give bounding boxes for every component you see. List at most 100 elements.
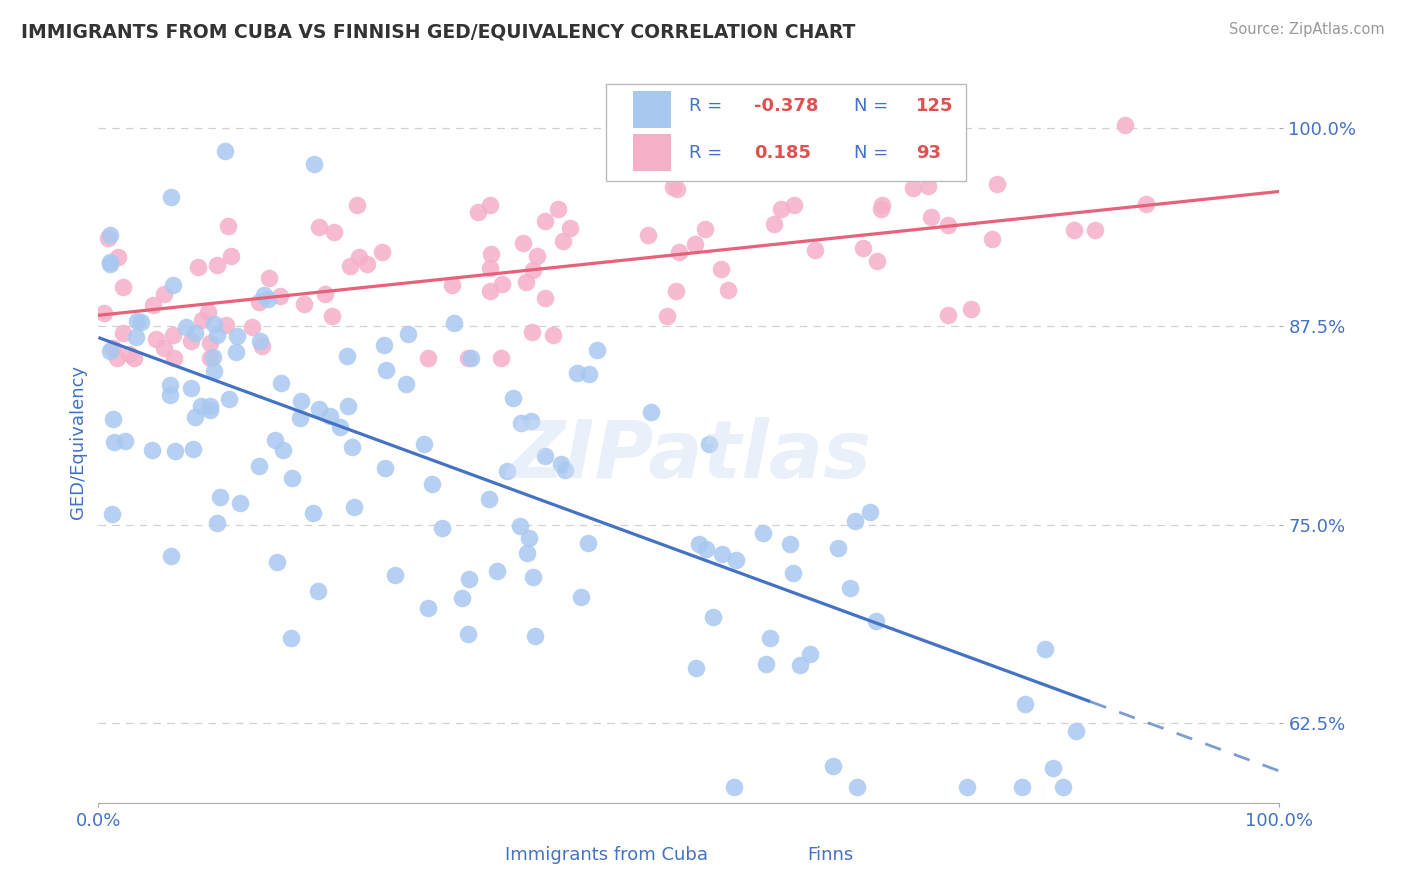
Point: [111, 280, 134, 294]
Point: [307, 583, 329, 598]
Point: [271, 442, 294, 457]
Point: [249, 334, 271, 348]
Point: [416, 351, 439, 366]
Point: [413, 437, 436, 451]
Point: [430, 521, 453, 535]
Point: [491, 277, 513, 291]
Point: [118, 347, 141, 361]
Point: [101, 341, 124, 355]
Point: [122, 351, 145, 366]
Point: [247, 294, 270, 309]
FancyBboxPatch shape: [634, 134, 671, 171]
Point: [1114, 118, 1136, 132]
Point: [197, 305, 219, 319]
Point: [510, 416, 533, 430]
Text: Finns: Finns: [807, 846, 853, 863]
Point: [200, 403, 222, 417]
Point: [280, 631, 302, 645]
Point: [416, 601, 439, 615]
Point: [103, 435, 125, 450]
Point: [637, 228, 659, 243]
Point: [159, 388, 181, 402]
Point: [98, 343, 121, 358]
Point: [225, 329, 247, 343]
Point: [1011, 780, 1033, 794]
Point: [142, 298, 165, 312]
Point: [127, 314, 149, 328]
Text: 93: 93: [915, 144, 941, 161]
Point: [803, 243, 825, 257]
Point: [565, 367, 588, 381]
FancyBboxPatch shape: [606, 84, 966, 181]
Point: [191, 312, 214, 326]
Point: [129, 315, 152, 329]
Point: [145, 333, 167, 347]
Point: [215, 318, 238, 332]
Point: [534, 291, 557, 305]
Point: [98, 227, 121, 242]
Point: [281, 471, 304, 485]
Point: [218, 392, 240, 406]
Point: [685, 661, 707, 675]
Point: [1052, 780, 1074, 794]
Point: [98, 257, 121, 271]
Point: [866, 254, 889, 268]
Point: [981, 232, 1004, 246]
Point: [783, 198, 806, 212]
Point: [443, 316, 465, 330]
Point: [375, 363, 398, 377]
Point: [180, 381, 202, 395]
Point: [551, 234, 574, 248]
Point: [519, 531, 541, 545]
Point: [762, 217, 785, 231]
Point: [162, 278, 184, 293]
Point: [710, 262, 733, 277]
Point: [554, 463, 576, 477]
Text: R =: R =: [689, 97, 728, 115]
Point: [920, 211, 942, 225]
Point: [159, 189, 181, 203]
Text: Source: ZipAtlas.com: Source: ZipAtlas.com: [1229, 22, 1385, 37]
Point: [640, 404, 662, 418]
Point: [821, 759, 844, 773]
Point: [512, 236, 534, 251]
Point: [779, 536, 801, 550]
Point: [103, 412, 125, 426]
Point: [253, 287, 276, 301]
Point: [162, 328, 184, 343]
Point: [205, 516, 228, 530]
Point: [903, 181, 925, 195]
Point: [478, 284, 501, 298]
Point: [257, 292, 280, 306]
Point: [693, 222, 716, 236]
Point: [346, 198, 368, 212]
Text: IMMIGRANTS FROM CUBA VS FINNISH GED/EQUIVALENCY CORRELATION CHART: IMMIGRANTS FROM CUBA VS FINNISH GED/EQUI…: [21, 22, 855, 41]
Point: [257, 271, 280, 285]
Point: [770, 202, 793, 216]
Point: [190, 400, 212, 414]
Point: [460, 351, 482, 365]
Point: [308, 402, 330, 417]
Point: [329, 420, 352, 434]
Point: [516, 546, 538, 560]
Point: [576, 535, 599, 549]
Point: [111, 326, 134, 340]
Point: [441, 278, 464, 293]
Point: [187, 260, 209, 275]
Point: [395, 376, 418, 391]
Point: [1033, 642, 1056, 657]
Point: [752, 525, 775, 540]
Point: [318, 409, 340, 424]
Point: [479, 260, 502, 275]
Point: [101, 507, 124, 521]
Point: [269, 289, 291, 303]
Text: ZIPatlas: ZIPatlas: [506, 417, 872, 495]
Point: [789, 658, 811, 673]
Point: [666, 182, 689, 196]
Point: [522, 570, 544, 584]
Point: [217, 219, 239, 233]
Point: [1084, 223, 1107, 237]
Point: [207, 328, 229, 343]
Point: [384, 568, 406, 582]
Point: [347, 250, 370, 264]
